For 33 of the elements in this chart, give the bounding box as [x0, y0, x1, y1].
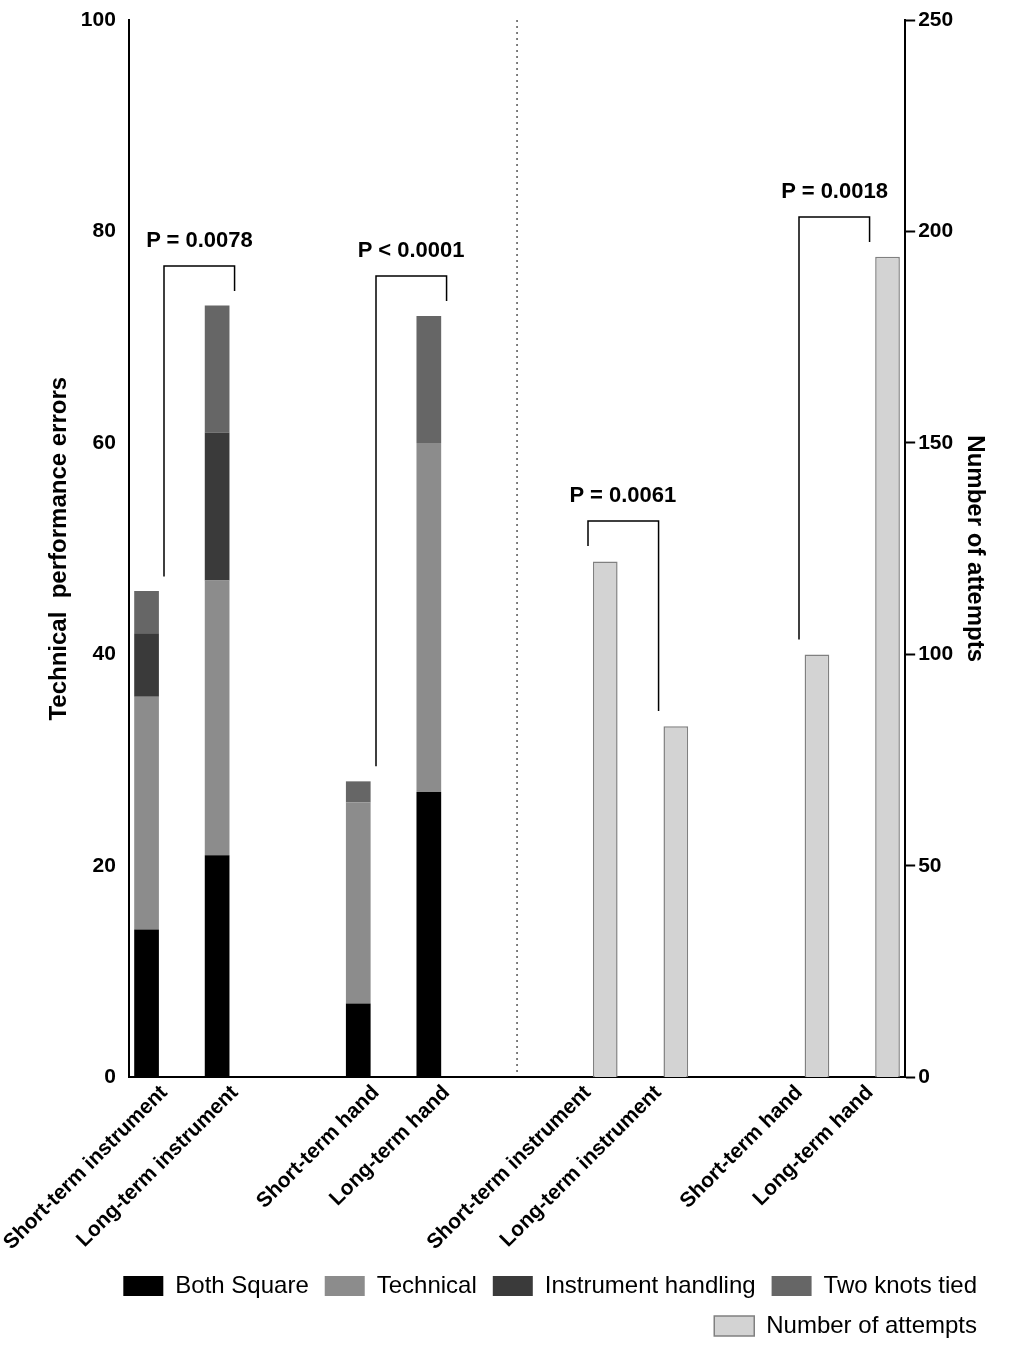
- y2-tick-label: 200: [918, 218, 954, 242]
- bar: [204, 432, 230, 581]
- legend-label: Instrument handling: [544, 1270, 756, 1298]
- legend-label: Both Square: [175, 1270, 309, 1298]
- y-tick-label: 0: [104, 1064, 116, 1088]
- annotation: P = 0.0018: [781, 177, 888, 203]
- annotation: P < 0.0001: [357, 237, 465, 263]
- legend-label: Technical: [376, 1270, 477, 1298]
- y-tick-label: 60: [92, 429, 116, 453]
- y2-axis-title: Number of attempts: [962, 435, 990, 663]
- bar: [416, 316, 442, 443]
- y2-tick-label: 250: [918, 6, 954, 30]
- annotation: P = 0.0061: [569, 482, 677, 508]
- bar: [204, 580, 230, 856]
- y2-tick-label: 0: [918, 1064, 930, 1088]
- y-tick-label: 40: [92, 641, 116, 665]
- y-tick-label: 80: [92, 218, 116, 242]
- y-axis-title: Technical performance errors: [44, 376, 72, 721]
- bar: [134, 696, 159, 930]
- y2-tick-label: 150: [918, 429, 954, 453]
- bar: [134, 591, 159, 634]
- bar: [204, 305, 230, 433]
- y2-tick-label: 100: [918, 641, 954, 665]
- bar: [134, 633, 159, 697]
- bar: [416, 442, 442, 792]
- y2-tick-label: 50: [918, 852, 942, 876]
- annotation: P = 0.0078: [146, 226, 253, 252]
- legend-label: Number of attempts: [766, 1310, 977, 1338]
- y-tick-label: 100: [80, 6, 116, 30]
- bar: [345, 802, 371, 1004]
- y-tick-label: 20: [92, 852, 116, 876]
- bar: [345, 781, 371, 803]
- legend-label: Two knots tied: [823, 1270, 978, 1298]
